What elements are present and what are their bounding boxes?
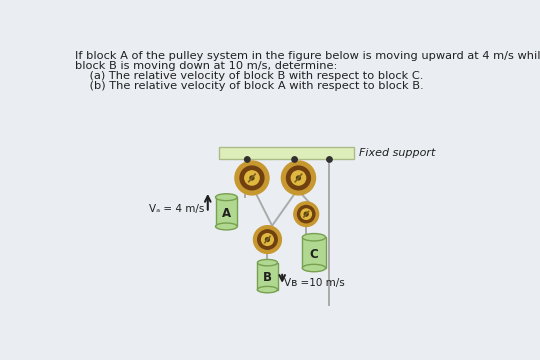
Circle shape — [250, 176, 254, 180]
Text: Fixed support: Fixed support — [359, 148, 435, 158]
Text: A: A — [222, 207, 231, 220]
Circle shape — [301, 209, 312, 219]
Circle shape — [304, 212, 308, 216]
Circle shape — [266, 238, 269, 242]
Circle shape — [287, 166, 310, 190]
Circle shape — [292, 157, 298, 162]
Text: Vʙ =10 m/s: Vʙ =10 m/s — [285, 278, 345, 288]
Circle shape — [296, 176, 300, 180]
Circle shape — [261, 234, 273, 246]
Ellipse shape — [258, 260, 278, 266]
FancyBboxPatch shape — [219, 147, 354, 159]
Circle shape — [235, 161, 269, 195]
Text: C: C — [309, 248, 318, 261]
Text: B: B — [263, 271, 272, 284]
Circle shape — [291, 171, 306, 185]
Text: block B is moving down at 10 m/s, determine:: block B is moving down at 10 m/s, determ… — [75, 61, 338, 71]
Circle shape — [253, 226, 281, 253]
Ellipse shape — [302, 234, 326, 241]
Circle shape — [245, 157, 250, 162]
FancyBboxPatch shape — [302, 237, 326, 268]
Ellipse shape — [302, 264, 326, 272]
FancyBboxPatch shape — [258, 263, 278, 289]
Text: Vₐ = 4 m/s: Vₐ = 4 m/s — [149, 204, 205, 214]
Text: If block A of the pulley system in the figure below is moving upward at 4 m/s wh: If block A of the pulley system in the f… — [75, 51, 540, 61]
Circle shape — [240, 166, 264, 190]
Ellipse shape — [258, 287, 278, 293]
Ellipse shape — [215, 223, 237, 230]
Circle shape — [245, 171, 259, 185]
Circle shape — [327, 157, 332, 162]
Circle shape — [258, 230, 277, 249]
Ellipse shape — [215, 194, 237, 201]
FancyBboxPatch shape — [215, 197, 237, 226]
Circle shape — [294, 202, 319, 226]
Text: (a) The relative velocity of block B with respect to block C.: (a) The relative velocity of block B wit… — [75, 71, 423, 81]
Text: (b) The relative velocity of block A with respect to block B.: (b) The relative velocity of block A wit… — [75, 81, 424, 91]
Circle shape — [298, 206, 315, 223]
Circle shape — [281, 161, 315, 195]
